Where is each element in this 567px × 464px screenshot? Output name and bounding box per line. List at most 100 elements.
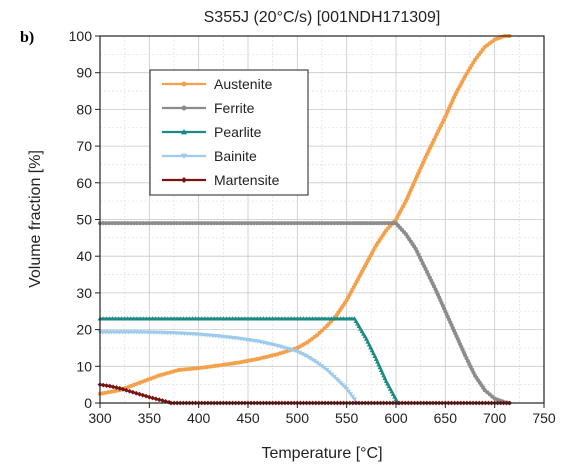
legend-marker-bainite	[181, 153, 187, 159]
data-point	[309, 357, 315, 362]
data-point	[344, 221, 349, 226]
data-point	[128, 221, 133, 226]
data-point	[104, 221, 109, 226]
data-point	[292, 221, 297, 226]
data-point	[319, 316, 325, 321]
data-point	[304, 221, 309, 226]
data-point	[245, 221, 251, 226]
data-point	[221, 221, 226, 226]
y-tick-label: 30	[76, 285, 92, 301]
data-point	[183, 316, 189, 321]
data-point	[214, 316, 220, 321]
legend-label-martensite: Martensite	[214, 172, 280, 188]
series-bainite	[97, 330, 359, 406]
data-point	[350, 394, 355, 400]
data-point	[208, 316, 214, 321]
data-point	[338, 221, 343, 226]
data-point	[107, 221, 112, 226]
data-point	[307, 316, 313, 321]
data-point	[119, 316, 124, 321]
data-point	[184, 221, 189, 226]
data-point	[156, 316, 161, 321]
data-point	[162, 316, 168, 321]
data-point	[109, 316, 115, 321]
legend-marker-pearlite	[181, 129, 187, 135]
legend-entry-austenite: Austenite	[162, 76, 273, 92]
data-point	[372, 353, 378, 358]
data-point	[153, 396, 159, 402]
y-axis-title: Volume fraction [%]	[27, 150, 44, 288]
data-point	[371, 221, 376, 226]
data-point	[202, 316, 208, 321]
data-point	[347, 221, 352, 226]
data-point	[297, 350, 303, 356]
data-point	[377, 221, 382, 226]
data-point	[117, 385, 123, 391]
data-point	[175, 221, 180, 226]
y-tick-label: 90	[76, 65, 92, 81]
data-point	[313, 316, 319, 321]
data-point	[331, 374, 337, 380]
data-point	[316, 316, 322, 321]
data-point	[289, 221, 294, 226]
data-point	[298, 221, 303, 226]
y-tick-label: 60	[76, 175, 92, 191]
data-point	[180, 316, 186, 321]
data-point	[134, 316, 140, 321]
data-point	[230, 221, 235, 226]
data-point	[368, 345, 374, 350]
data-point	[103, 316, 109, 321]
legend-marker-ferrite	[181, 105, 187, 111]
x-tick-label: 400	[187, 410, 211, 426]
data-point	[193, 221, 198, 226]
data-point	[187, 316, 192, 321]
data-point	[153, 316, 158, 321]
data-point	[341, 221, 346, 226]
data-point	[294, 349, 300, 355]
data-point	[224, 221, 229, 226]
data-point	[217, 316, 223, 321]
data-point	[165, 316, 171, 321]
data-point	[279, 221, 284, 226]
data-point	[174, 316, 180, 321]
data-point	[202, 221, 207, 226]
data-point	[366, 342, 372, 347]
data-point	[282, 221, 288, 226]
tick-labels: 300 350 400 450 500 550 600 650 700 750 0 10 20 30 40 5…	[69, 28, 556, 426]
x-tick-label: 450	[236, 410, 260, 426]
data-point	[383, 221, 388, 226]
data-point	[316, 221, 321, 226]
data-point	[212, 221, 217, 226]
data-point	[100, 382, 106, 388]
data-point	[310, 221, 315, 226]
y-tick-label: 0	[84, 395, 92, 411]
data-point	[196, 316, 202, 321]
data-point	[304, 354, 310, 359]
data-point	[264, 221, 269, 226]
data-point	[156, 397, 162, 403]
data-point	[171, 316, 177, 321]
data-point	[242, 221, 247, 226]
data-point	[252, 221, 257, 226]
series-ferrite	[97, 221, 512, 406]
data-point	[190, 221, 195, 226]
data-point	[335, 316, 340, 321]
data-point	[220, 316, 226, 321]
data-point	[218, 221, 223, 226]
data-point	[365, 339, 371, 344]
data-point	[224, 316, 229, 321]
data-point	[110, 384, 116, 390]
data-point	[107, 383, 113, 389]
legend-entry-bainite: Bainite	[162, 148, 257, 164]
data-point	[242, 316, 248, 321]
data-point	[181, 221, 186, 226]
data-point	[141, 221, 146, 226]
data-point	[319, 364, 325, 369]
data-point	[352, 397, 357, 402]
data-point	[338, 316, 343, 321]
data-point	[353, 221, 358, 226]
grid	[99, 35, 545, 404]
data-point	[302, 353, 308, 358]
data-point	[327, 370, 332, 375]
data-point	[227, 316, 232, 321]
